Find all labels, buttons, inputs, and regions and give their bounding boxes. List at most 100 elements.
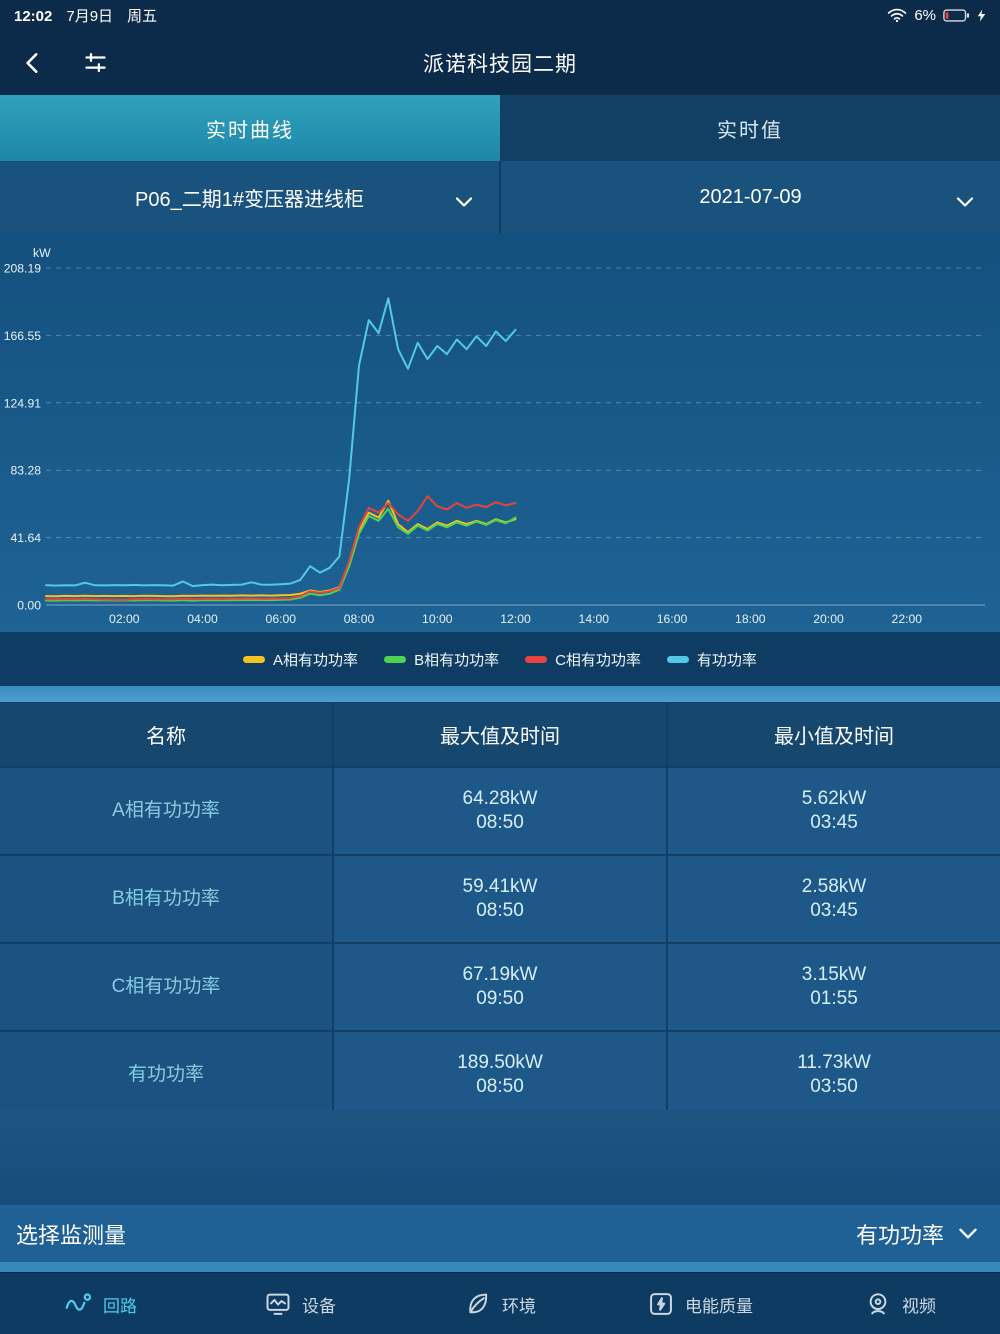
- legend-swatch: [243, 655, 266, 663]
- selector-row: P06_二期1#变压器进线柜 2021-07-09: [0, 161, 1000, 233]
- monitor-select-bar: 选择监测量 有功功率: [0, 1205, 1000, 1262]
- tabbar-label: 环境: [502, 1296, 536, 1316]
- max-time: 08:50: [476, 900, 524, 921]
- status-left: 12:02 7月9日 周五: [14, 5, 157, 26]
- nav-bar: 派诺科技园二期: [0, 30, 1000, 95]
- svg-text:18:00: 18:00: [735, 612, 766, 626]
- svg-text:83.28: 83.28: [11, 464, 42, 478]
- row-name: A相有功功率: [0, 768, 332, 854]
- section-divider-bar: [0, 686, 1000, 702]
- tabbar-item-circuit[interactable]: 回路: [0, 1273, 200, 1334]
- status-right: 6%: [887, 7, 986, 24]
- min-time: 01:55: [810, 988, 858, 1009]
- min-cell: 2.58kW 03:45: [666, 856, 1000, 942]
- max-value: 189.50kW: [457, 1052, 543, 1073]
- svg-text:0.00: 0.00: [17, 599, 41, 613]
- status-bar: 12:02 7月9日 周五 6%: [0, 0, 1000, 30]
- legend-label: 有功功率: [696, 651, 757, 669]
- min-time: 03:45: [810, 900, 858, 921]
- table-header-row: 名称 最大值及时间 最小值及时间: [0, 702, 1000, 766]
- device-icon: [264, 1290, 292, 1318]
- min-value: 11.73kW: [797, 1052, 871, 1073]
- video-icon: [864, 1290, 892, 1318]
- max-cell: 59.41kW 08:50: [332, 856, 666, 942]
- max-cell: 189.50kW 08:50: [332, 1032, 666, 1118]
- svg-text:16:00: 16:00: [657, 612, 688, 626]
- legend-swatch: [525, 655, 548, 663]
- monitor-quantity-select[interactable]: 有功功率: [850, 1217, 984, 1251]
- svg-text:04:00: 04:00: [187, 612, 218, 626]
- legend-swatch: [666, 655, 689, 663]
- column-header-name: 名称: [146, 725, 186, 748]
- bottom-tab-bar: 回路 设备 环境: [0, 1272, 1000, 1334]
- circuit-icon: [63, 1289, 93, 1319]
- legend-label: B相有功功率: [414, 651, 500, 669]
- tabbar-item-environment[interactable]: 环境: [400, 1273, 600, 1334]
- min-time: 03:50: [810, 1076, 858, 1097]
- empty-area: [0, 1110, 1000, 1205]
- min-cell: 11.73kW 03:50: [666, 1032, 1000, 1118]
- legend-label: C相有功功率: [555, 651, 641, 669]
- page-title: 派诺科技园二期: [423, 52, 577, 76]
- date-selector[interactable]: 2021-07-09: [499, 161, 1000, 233]
- row-name: 有功功率: [0, 1032, 332, 1118]
- chevron-down-icon: [455, 191, 473, 214]
- power-line-chart: 0.00 41.64 83.28 124.91 166.55 208.19 02:00 04:…: [0, 233, 1000, 632]
- table-row: 有功功率 189.50kW 08:50 11.73kW 03:50: [0, 1030, 1000, 1118]
- column-header-max: 最大值及时间: [332, 702, 666, 766]
- max-time: 08:50: [476, 1076, 524, 1097]
- monitor-select-label: 选择监测量: [16, 1222, 127, 1248]
- summary-table: 名称 最大值及时间 最小值及时间 A相有功功率 64.28kW 08:50 5.…: [0, 702, 1000, 1118]
- tabbar-label: 回路: [103, 1296, 137, 1316]
- min-cell: 3.15kW 01:55: [666, 944, 1000, 1030]
- svg-text:kW: kW: [33, 246, 51, 260]
- tabbar-item-video[interactable]: 视频: [800, 1273, 1000, 1334]
- circuit-selector-value: P06_二期1#变压器进线柜: [135, 188, 364, 211]
- tab-group: 实时曲线 实时值: [0, 95, 1000, 161]
- chevron-down-icon: [958, 1227, 978, 1240]
- table-row: B相有功功率 59.41kW 08:50 2.58kW 03:45: [0, 854, 1000, 942]
- charging-icon: [977, 9, 986, 22]
- table-row: C相有功功率 67.19kW 09:50 3.15kW 01:55: [0, 942, 1000, 1030]
- monitor-quantity-value: 有功功率: [855, 1222, 944, 1248]
- tab-realtime-value[interactable]: 实时值: [500, 95, 1000, 161]
- tabbar-item-device[interactable]: 设备: [200, 1273, 400, 1334]
- legend-item-phase-a[interactable]: A相有功功率: [243, 649, 358, 670]
- row-name: B相有功功率: [0, 856, 332, 942]
- back-button[interactable]: [16, 46, 50, 80]
- chevron-down-icon: [956, 191, 974, 214]
- legend-item-phase-b[interactable]: B相有功功率: [384, 649, 499, 670]
- svg-text:08:00: 08:00: [344, 612, 375, 626]
- legend-item-phase-c[interactable]: C相有功功率: [525, 649, 641, 670]
- tabbar-item-power-quality[interactable]: 电能质量: [600, 1273, 800, 1334]
- status-weekday: 周五: [127, 7, 158, 25]
- tabbar-label: 电能质量: [685, 1296, 753, 1316]
- column-header-min: 最小值及时间: [666, 702, 1000, 766]
- battery-icon: [943, 8, 970, 22]
- max-value: 67.19kW: [462, 964, 538, 985]
- monitor-divider-bar: [0, 1262, 1000, 1272]
- svg-text:208.19: 208.19: [4, 262, 41, 276]
- environment-icon: [464, 1290, 492, 1318]
- filter-icon: [82, 49, 109, 76]
- battery-percent: 6%: [914, 6, 936, 24]
- back-icon: [20, 50, 46, 76]
- row-name: C相有功功率: [0, 944, 332, 1030]
- max-cell: 64.28kW 08:50: [332, 768, 666, 854]
- svg-text:02:00: 02:00: [109, 612, 140, 626]
- legend-item-total[interactable]: 有功功率: [666, 649, 757, 670]
- svg-text:14:00: 14:00: [579, 612, 610, 626]
- max-value: 59.41kW: [462, 876, 538, 897]
- svg-text:20:00: 20:00: [813, 612, 844, 626]
- status-time: 12:02: [14, 7, 53, 25]
- min-value: 3.15kW: [801, 964, 867, 985]
- filter-button[interactable]: [78, 45, 113, 80]
- tab-realtime-curve[interactable]: 实时曲线: [0, 95, 500, 161]
- wifi-icon: [887, 8, 907, 23]
- date-selector-value: 2021-07-09: [699, 185, 802, 208]
- legend-swatch: [384, 655, 407, 663]
- circuit-selector[interactable]: P06_二期1#变压器进线柜: [0, 161, 499, 233]
- svg-text:22:00: 22:00: [892, 612, 923, 626]
- max-value: 64.28kW: [462, 788, 538, 809]
